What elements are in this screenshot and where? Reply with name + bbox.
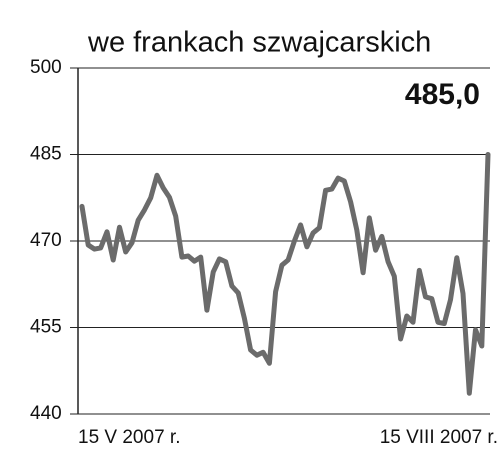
- annotation: 485,0: [405, 78, 480, 111]
- x-tick-label: 15 V 2007 r.: [78, 427, 180, 448]
- y-tick-label: 485: [30, 144, 62, 165]
- x-tick-label: 15 VIII 2007 r.: [380, 427, 498, 448]
- chart-title: we frankach szwajcarskich: [87, 27, 431, 59]
- y-tick-label: 470: [30, 230, 62, 251]
- y-tick-label: 500: [30, 57, 62, 78]
- line: [79, 152, 491, 396]
- y-tick-label: 440: [30, 403, 62, 424]
- y-tick-label: 455: [30, 317, 62, 338]
